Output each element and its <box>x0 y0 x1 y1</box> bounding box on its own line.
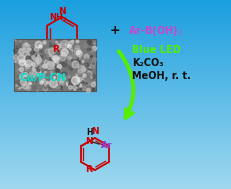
Text: N: N <box>85 138 93 146</box>
Text: Ar-B(OH)$_2$: Ar-B(OH)$_2$ <box>128 24 183 38</box>
Text: R: R <box>85 164 92 174</box>
Text: MeOH, r. t.: MeOH, r. t. <box>132 71 191 81</box>
Text: N: N <box>58 6 66 15</box>
Text: N: N <box>91 128 99 136</box>
Text: NH$_2$: NH$_2$ <box>49 11 68 23</box>
Text: R: R <box>52 46 59 54</box>
Text: Cu/P-CN: Cu/P-CN <box>19 73 66 83</box>
Text: +: + <box>110 25 120 37</box>
Text: Blue LED: Blue LED <box>132 45 181 55</box>
Text: H: H <box>86 128 92 137</box>
FancyArrowPatch shape <box>119 51 134 118</box>
Text: K₂CO₃: K₂CO₃ <box>132 58 164 68</box>
Bar <box>14 39 96 91</box>
Text: Ar: Ar <box>101 140 113 149</box>
